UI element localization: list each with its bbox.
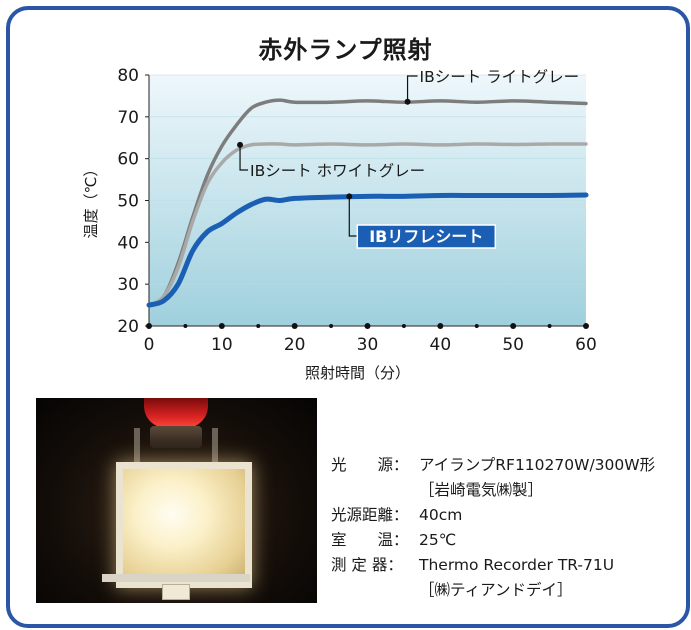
- x-tick-dot: [437, 323, 444, 329]
- condition-label: 測 定 器：: [331, 556, 403, 574]
- y-tick-label: 70: [117, 108, 139, 128]
- x-tick-dot: [218, 323, 225, 329]
- x-tick-label: 20: [284, 335, 306, 355]
- x-tick-label: 30: [357, 335, 379, 355]
- infrared-lamp: [144, 398, 208, 428]
- condition-row: ［岩崎電気㈱製］: [331, 478, 676, 503]
- y-tick-labels: 20 30 40 50 60 70 80: [117, 66, 149, 337]
- y-tick-label: 50: [117, 192, 139, 212]
- chart-title: 赤外ランプ照射: [258, 36, 433, 64]
- x-tick-label: 50: [502, 335, 524, 355]
- condition-row: 光 源： アイランプRF110270W/300W形: [331, 453, 676, 478]
- annotation-leader: [348, 196, 358, 237]
- annotation-leader: [406, 75, 418, 102]
- x-tick-dot: [364, 323, 371, 329]
- x-tick-dot: [291, 323, 298, 329]
- x-tick-label: 60: [575, 335, 597, 355]
- annotation-box: [356, 224, 497, 249]
- x-minor-dot: [329, 324, 334, 328]
- y-tick-label: 80: [117, 66, 139, 86]
- condition-label: 室 温：: [331, 531, 409, 549]
- annotations: IBシート ライトグレー IBシート ホワイトグレー IBリフレシート: [237, 68, 580, 249]
- y-tick-label: 60: [117, 150, 139, 170]
- condition-row: 室 温： 25℃: [331, 528, 676, 553]
- series-line: [146, 192, 589, 308]
- lamp-stand-right: [212, 428, 218, 468]
- condition-label: 光源距離：: [331, 506, 409, 524]
- lit-sheet-panel: [116, 462, 252, 588]
- condition-value: ［岩崎電気㈱製］: [419, 481, 544, 499]
- annotation-label: IBシート ライトグレー: [420, 68, 580, 86]
- experiment-photo: [36, 398, 317, 603]
- x-minor-dot: [474, 324, 479, 328]
- x-minor-dot: [401, 324, 406, 328]
- annotation-label: IBリフレシート: [369, 227, 483, 246]
- x-axis-label: 照射時間（分）: [305, 364, 410, 382]
- y-tick-label: 20: [117, 317, 139, 337]
- lamp-neck: [150, 426, 202, 448]
- x-minor-dot: [547, 324, 552, 328]
- condition-value: 40cm: [419, 506, 463, 524]
- x-tick-label: 10: [211, 335, 233, 355]
- x-tick-labels: 0 10 20 30 40 50 60: [144, 323, 597, 355]
- x-tick-label: 0: [144, 335, 155, 355]
- series-lines: [146, 98, 589, 308]
- x-minor-dot: [256, 324, 261, 328]
- condition-value: Thermo Recorder TR-71U: [419, 556, 615, 574]
- x-tick-dot: [146, 323, 152, 329]
- panel-base: [102, 574, 250, 582]
- condition-label: 光 源：: [331, 456, 409, 474]
- x-tick-dot: [510, 323, 517, 329]
- x-tick-label: 40: [430, 335, 452, 355]
- condition-value: アイランプRF110270W/300W形: [419, 456, 656, 474]
- x-tick-dot: [583, 323, 589, 329]
- condition-value: ［㈱ティアンドデイ］: [419, 581, 573, 599]
- y-tick-label: 40: [117, 233, 139, 253]
- test-conditions: 光 源： アイランプRF110270W/300W形 ［岩崎電気㈱製］ 光源距離：…: [331, 453, 676, 603]
- temperature-sensor: [162, 584, 190, 600]
- y-axis-label: 温度（℃）: [82, 162, 100, 239]
- lamp-stand-left: [134, 428, 140, 468]
- condition-row: 測 定 器： Thermo Recorder TR-71U: [331, 553, 676, 578]
- condition-row: 光源距離： 40cm: [331, 503, 676, 528]
- y-tick-label: 30: [117, 275, 139, 295]
- annotation-label: IBシート ホワイトグレー: [250, 162, 425, 180]
- condition-row: ［㈱ティアンドデイ］: [331, 578, 676, 603]
- annotation-leader: [239, 144, 249, 171]
- condition-value: 25℃: [419, 531, 457, 549]
- series-line: [147, 142, 588, 307]
- x-minor-dot: [183, 324, 188, 328]
